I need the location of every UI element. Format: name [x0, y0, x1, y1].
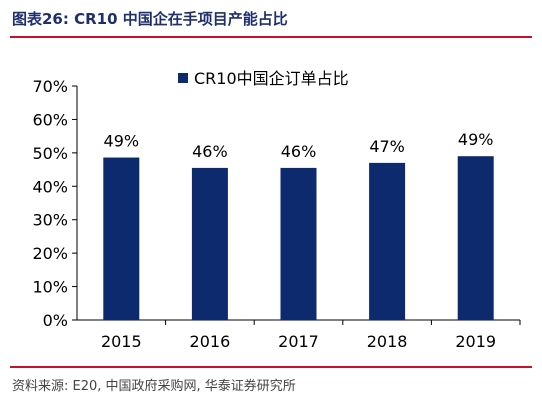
- figure-title: 图表26: CR10 中国企在手项目产能占比: [12, 10, 288, 28]
- data-label: 49%: [458, 130, 494, 149]
- data-label: 46%: [281, 142, 317, 161]
- y-tick-label: 60%: [32, 110, 68, 129]
- source-note: 资料来源: E20, 中国政府采购网, 华泰证券研究所: [12, 379, 296, 394]
- y-tick-label: 0%: [43, 311, 68, 330]
- bar: [103, 157, 140, 320]
- x-tick-label: 2015: [101, 332, 142, 351]
- x-tick-label: 2019: [455, 332, 496, 351]
- legend-label: CR10中国企订单占比: [194, 69, 349, 88]
- x-tick-label: 2017: [278, 332, 319, 351]
- data-label: 46%: [192, 142, 228, 161]
- y-tick-label: 40%: [32, 177, 68, 196]
- y-tick-label: 20%: [32, 244, 68, 263]
- x-tick-label: 2016: [190, 332, 231, 351]
- bar: [369, 162, 406, 320]
- bar: [280, 167, 317, 320]
- data-label: 49%: [104, 132, 140, 151]
- y-tick-label: 30%: [32, 211, 68, 230]
- y-tick-label: 50%: [32, 144, 68, 163]
- bar: [457, 156, 494, 320]
- data-label: 47%: [369, 137, 405, 156]
- legend-swatch: [178, 73, 188, 83]
- title-rule: [10, 36, 532, 38]
- y-tick-label: 70%: [32, 77, 68, 96]
- bar: [191, 167, 228, 320]
- y-tick-label: 10%: [32, 278, 68, 297]
- source-rule: [10, 366, 532, 368]
- x-tick-label: 2018: [367, 332, 408, 351]
